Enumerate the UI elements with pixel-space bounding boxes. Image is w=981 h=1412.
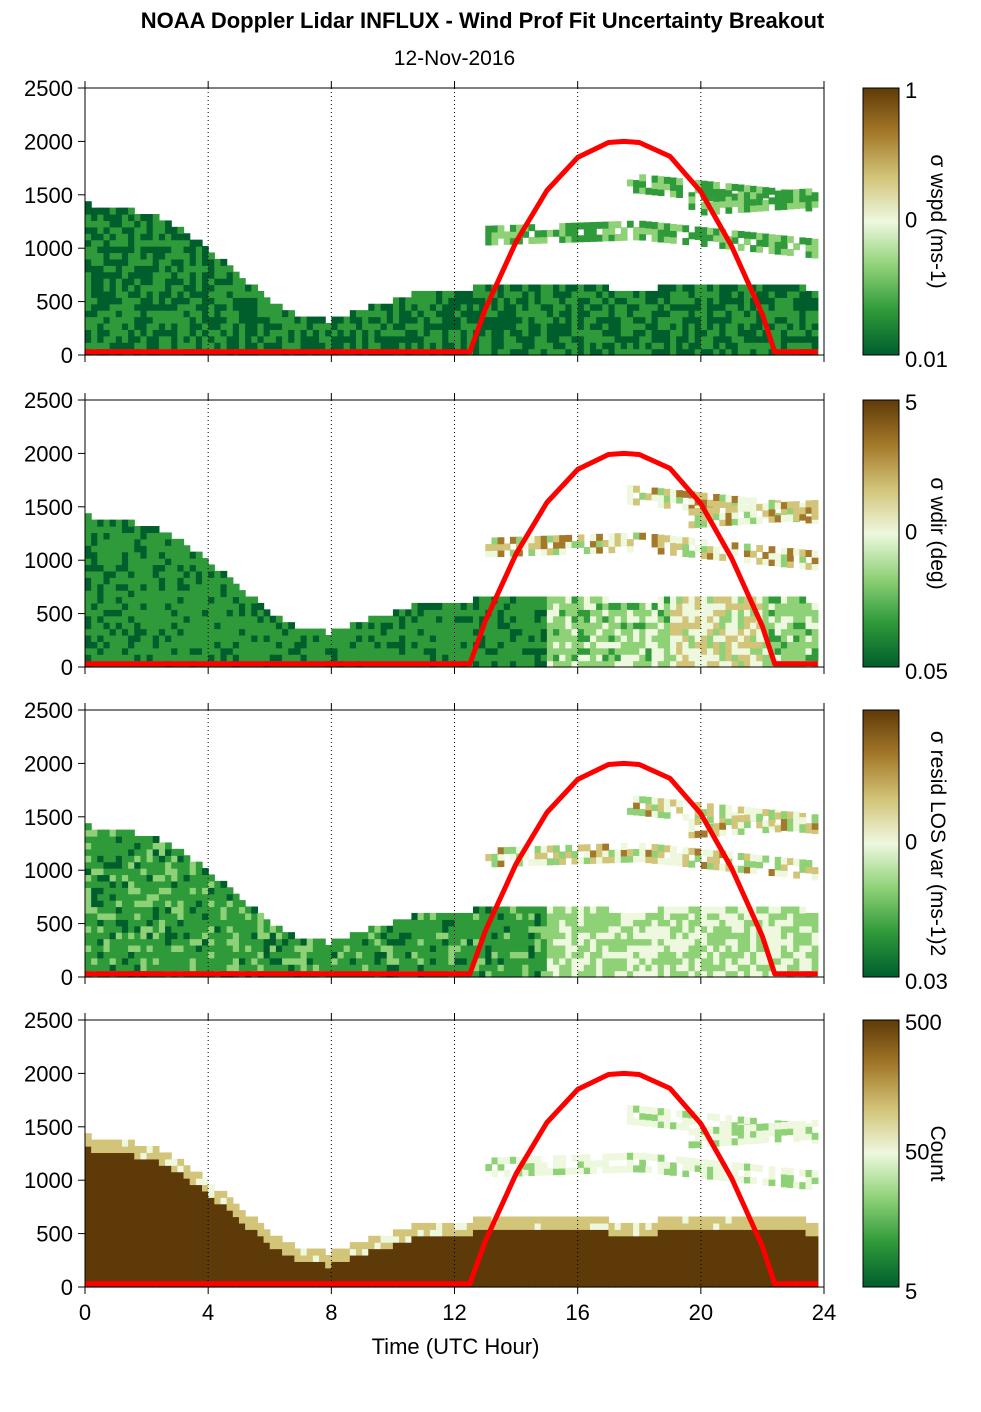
y-tick-label: 2500 bbox=[24, 1008, 73, 1033]
panel-wdir: 0 500 1000 1500 2000 2500 5 0 0.05 σ wdir (deg) bbox=[24, 388, 949, 684]
overlay-line bbox=[85, 760, 818, 977]
y-tick-label: 0 bbox=[61, 655, 73, 680]
y-tick-label: 500 bbox=[36, 602, 73, 627]
colorbar-tick-label: 0 bbox=[905, 830, 917, 855]
heatmap-wspd bbox=[85, 174, 819, 356]
colorbar-tick-label: 0.03 bbox=[905, 969, 948, 994]
y-tick-label: 1000 bbox=[24, 858, 73, 883]
colorbar-count bbox=[862, 1019, 900, 1288]
colorbar-tick-label: 0.05 bbox=[905, 659, 948, 684]
y-tick-label: 0 bbox=[61, 343, 73, 368]
x-tick-label: 16 bbox=[565, 1300, 589, 1325]
x-tick-label: 24 bbox=[812, 1300, 836, 1325]
overlay-line bbox=[85, 450, 818, 667]
colorbar-label: σ wspd (ms-1) bbox=[926, 154, 949, 288]
colorbar-tick-label: 5 bbox=[905, 390, 917, 415]
x-axis-label: Time (UTC Hour) bbox=[372, 1334, 540, 1359]
y-tick-label: 500 bbox=[36, 1222, 73, 1247]
x-tick-label: 4 bbox=[202, 1300, 214, 1325]
y-tick-label: 2000 bbox=[24, 129, 73, 154]
colorbar-wdir bbox=[862, 399, 900, 668]
y-tick-label: 1500 bbox=[24, 495, 73, 520]
y-tick-label: 1000 bbox=[24, 236, 73, 261]
colorbar-label: Count bbox=[926, 1125, 949, 1181]
x-tick-label: 8 bbox=[325, 1300, 337, 1325]
colorbar-tick-label: 0 bbox=[905, 208, 917, 233]
panel-count: 0 500 1000 1500 2000 2500 500 50 5 Count bbox=[24, 1008, 949, 1304]
y-tick-label: 2500 bbox=[24, 698, 73, 723]
y-tick-label: 1500 bbox=[24, 1115, 73, 1140]
colorbar-tick-label: 5 bbox=[905, 1279, 917, 1304]
colorbar-tick-label: 500 bbox=[905, 1010, 942, 1035]
y-tick-label: 0 bbox=[61, 965, 73, 990]
colorbar-tick-label: 0 bbox=[905, 520, 917, 545]
y-tick-label: 500 bbox=[36, 912, 73, 937]
y-tick-label: 1500 bbox=[24, 183, 73, 208]
x-tick-label: 0 bbox=[79, 1300, 91, 1325]
colorbar-label: σ wdir (deg) bbox=[926, 477, 949, 589]
y-tick-label: 2000 bbox=[24, 751, 73, 776]
y-tick-label: 1000 bbox=[24, 1168, 73, 1193]
colorbar-label: σ resid LOS var (ms-1)2 bbox=[926, 731, 949, 956]
chart-subtitle: 12-Nov-2016 bbox=[393, 47, 516, 70]
overlay-line bbox=[85, 138, 818, 355]
y-tick-label: 0 bbox=[61, 1275, 73, 1300]
panel-wspd: 0 500 1000 1500 2000 2500 1 0 0.01 σ wspd (ms-1) bbox=[24, 76, 949, 372]
colorbar-tick-label: 1 bbox=[905, 78, 917, 103]
colorbar-wspd bbox=[862, 87, 900, 356]
panel-resid: 0 500 1000 1500 2000 2500 0 0.03 σ resid LOS var… bbox=[24, 698, 949, 994]
y-tick-label: 500 bbox=[36, 290, 73, 315]
colorbar-resid bbox=[862, 709, 900, 978]
y-tick-label: 2500 bbox=[24, 76, 73, 101]
colorbar-tick-label: 50 bbox=[905, 1140, 929, 1165]
colorbar-tick-label: 0.01 bbox=[905, 347, 948, 372]
y-tick-label: 1500 bbox=[24, 805, 73, 830]
chart-title: NOAA Doppler Lidar INFLUX - Wind Prof Fi… bbox=[140, 8, 825, 33]
y-tick-label: 1000 bbox=[24, 548, 73, 573]
heatmap-count bbox=[85, 1105, 819, 1288]
x-tick-label: 12 bbox=[442, 1300, 466, 1325]
x-tick-label: 20 bbox=[689, 1300, 713, 1325]
y-tick-label: 2500 bbox=[24, 388, 73, 413]
overlay-line bbox=[85, 1070, 818, 1287]
y-tick-label: 2000 bbox=[24, 441, 73, 466]
y-tick-label: 2000 bbox=[24, 1061, 73, 1086]
